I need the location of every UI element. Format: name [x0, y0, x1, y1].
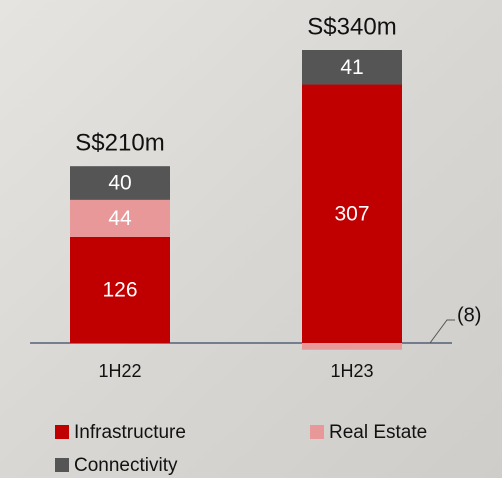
bar-segment: [302, 343, 402, 350]
x-tick-label: 1H23: [330, 361, 373, 381]
legend-swatch: [310, 425, 324, 439]
segment-label: 40: [108, 172, 131, 195]
segment-label: 126: [102, 279, 137, 302]
total-label: S$210m: [75, 130, 164, 157]
total-label: S$340m: [307, 13, 396, 40]
chart: 126 44 40 S$210m 1H22 307 (8) 41 S$340m 1H23 Infra…: [0, 0, 502, 478]
segment-label: (8): [457, 304, 481, 326]
legend-swatch: [55, 425, 69, 439]
legend-label: Real Estate: [329, 422, 427, 443]
legend-label: Infrastructure: [74, 422, 186, 443]
segment-label: 44: [108, 207, 132, 230]
segment-label: 307: [334, 202, 369, 225]
x-tick-label: 1H22: [98, 361, 141, 381]
segment-label: 41: [340, 56, 363, 79]
legend-label: Connectivity: [74, 455, 178, 476]
legend-swatch: [55, 458, 69, 472]
